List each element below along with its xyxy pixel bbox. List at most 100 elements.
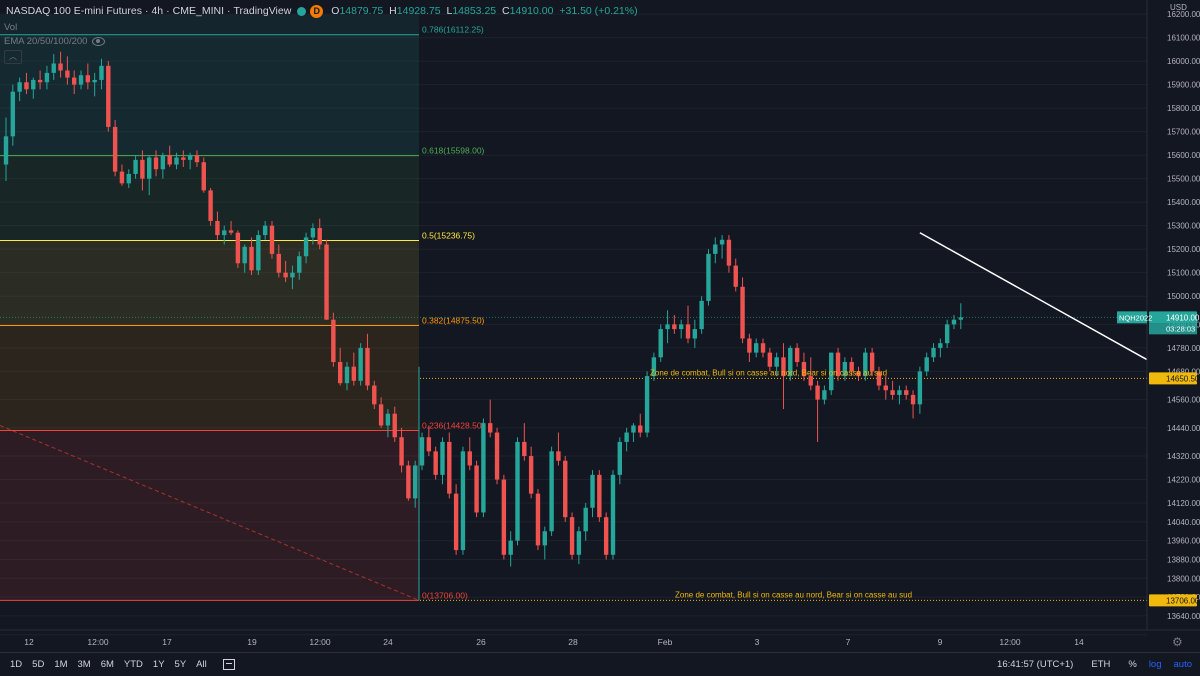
log-toggle[interactable]: log [1148, 659, 1162, 670]
gear-icon[interactable]: ⚙ [1172, 635, 1183, 649]
candle-body [181, 157, 186, 160]
candle-body [31, 79, 36, 90]
range-5y[interactable]: 5Y [174, 659, 187, 670]
candle-body [672, 324, 677, 330]
y-tick-label: 15000.00 [1167, 292, 1200, 301]
candle-body [542, 531, 547, 546]
x-tick-label: 24 [383, 637, 393, 647]
range-1y[interactable]: 1Y [152, 659, 165, 670]
candle-body [583, 507, 588, 532]
candle-body [147, 157, 152, 179]
candle-body [413, 465, 418, 499]
range-all[interactable]: All [196, 659, 207, 670]
candle-body [433, 451, 438, 475]
x-tick-label: 26 [476, 637, 486, 647]
candle-body [358, 347, 363, 381]
source-label: TradingView [233, 5, 292, 17]
y-tick-label: 15500.00 [1167, 175, 1200, 184]
candle-body [174, 157, 179, 165]
fib-zone [0, 14, 419, 35]
candle-body [869, 352, 875, 372]
auto-toggle[interactable]: auto [1173, 659, 1193, 670]
candle-body [222, 230, 227, 236]
candle-body [685, 324, 691, 339]
candle-body [297, 256, 302, 273]
candle-body [99, 65, 104, 80]
x-tick-label: 12:00 [999, 637, 1021, 647]
volume-indicator-label[interactable]: Vol [4, 22, 18, 33]
interval-label[interactable]: 4h [151, 5, 164, 17]
y-tick-label: 13800.00 [1167, 574, 1200, 583]
range-1m[interactable]: 1M [54, 659, 68, 670]
ohlc-readout: O14879.75 H14928.75 L14853.25 C14910.00 … [331, 5, 638, 17]
x-tick-label: Feb [658, 637, 673, 647]
fib-trend-line [0, 425, 420, 601]
candle-body [140, 159, 145, 179]
range-3m[interactable]: 3M [77, 659, 91, 670]
candle-body [262, 225, 268, 236]
x-tick-label: 3 [755, 637, 760, 647]
y-tick-label: 14220.00 [1167, 476, 1200, 485]
range-5d[interactable]: 5D [32, 659, 45, 670]
candle-body [235, 232, 241, 264]
candle-body [515, 441, 520, 541]
candle-body [283, 272, 288, 278]
candle-body [392, 413, 397, 438]
candle-body [201, 162, 206, 191]
ema-indicator-label[interactable]: EMA 20/50/100/200 [4, 36, 106, 47]
candle-body [788, 347, 793, 377]
candle-body [576, 531, 582, 555]
y-tick-label: 14560.00 [1167, 396, 1200, 405]
range-1d[interactable]: 1D [10, 659, 23, 670]
candle-body [460, 451, 466, 551]
y-tick-label: 14120.00 [1167, 499, 1200, 508]
candle-body [37, 79, 43, 83]
x-tick-label: 14 [1074, 637, 1084, 647]
candle-body [829, 352, 834, 391]
session-toggle[interactable]: ETH [1091, 659, 1111, 670]
candle-body [617, 441, 622, 475]
candle-body [126, 173, 131, 184]
candle-body [638, 425, 643, 433]
eye-icon[interactable] [92, 36, 106, 46]
chevron-up-icon[interactable]: ︿ [4, 50, 22, 64]
calendar-icon[interactable] [222, 659, 235, 670]
candle-body [951, 319, 957, 325]
candle-body [406, 465, 411, 499]
x-tick-label: 9 [938, 637, 943, 647]
candle-body [535, 493, 541, 546]
candle-body [931, 347, 936, 358]
range-6m[interactable]: 6M [100, 659, 114, 670]
percent-toggle[interactable]: % [1128, 659, 1137, 670]
delayed-badge[interactable]: D [310, 4, 324, 18]
candle-body [419, 437, 425, 466]
symbol-name[interactable]: NASDAQ 100 E-mini Futures [6, 5, 142, 17]
candle-body [92, 79, 97, 83]
fib-zone [0, 430, 419, 601]
candle-body [944, 324, 950, 344]
x-tick-label: 28 [568, 637, 578, 647]
candle-body [644, 376, 650, 433]
candle-body [774, 357, 779, 367]
candle-body [910, 394, 916, 405]
price-tag-value: 13706.00 [1166, 596, 1200, 605]
range-ytd[interactable]: YTD [123, 659, 143, 670]
candle-body [747, 338, 752, 353]
candle-body [938, 343, 943, 348]
candle-body [426, 437, 432, 452]
x-tick-label: 17 [162, 637, 172, 647]
y-tick-label: 15200.00 [1167, 245, 1200, 254]
candle-body [822, 390, 827, 400]
symbol-tag [1117, 311, 1147, 324]
candle-body [924, 357, 929, 372]
candle-body [269, 225, 275, 254]
candle-body [610, 474, 616, 555]
candle-body [488, 423, 493, 433]
candle-body [3, 136, 9, 165]
candle-body [78, 75, 84, 85]
price-chart[interactable]: 0.786(16112.25) 0.618(15598.00) 0.5(15236.… [0, 0, 1200, 652]
candle-body [733, 265, 738, 287]
candle-body [317, 228, 322, 245]
candle-body [385, 413, 391, 426]
candle-body [474, 465, 479, 513]
